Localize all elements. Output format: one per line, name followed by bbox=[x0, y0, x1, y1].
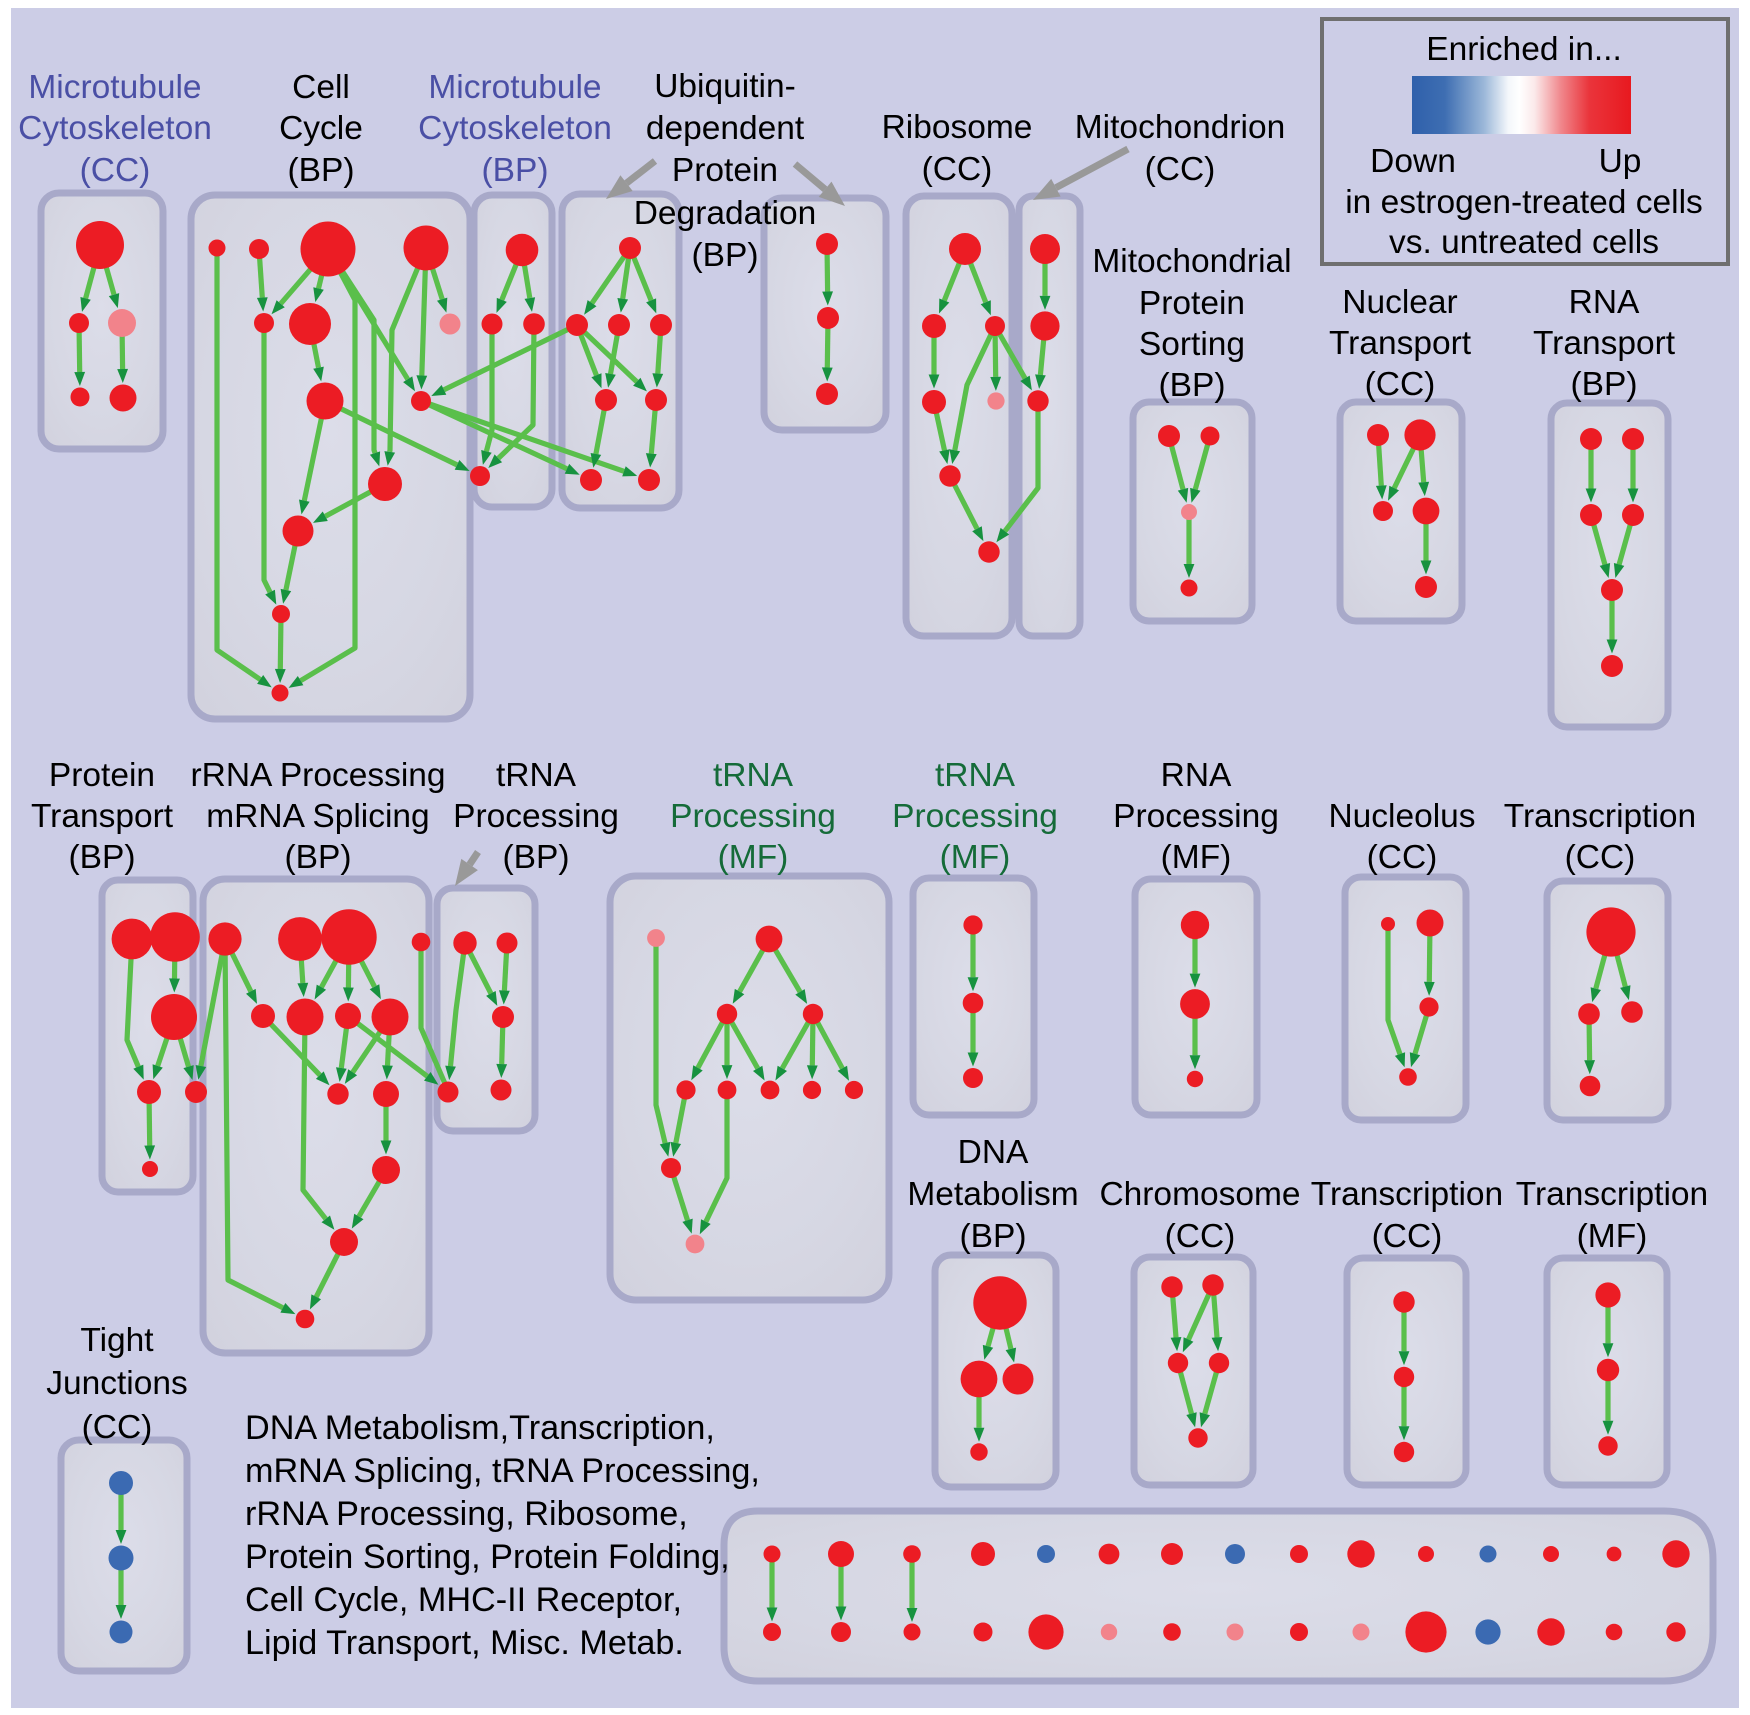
svg-text:Processing: Processing bbox=[1113, 798, 1279, 835]
svg-text:Down: Down bbox=[1370, 143, 1456, 180]
svg-text:Protein: Protein bbox=[672, 152, 778, 189]
svg-text:(CC): (CC) bbox=[80, 152, 151, 189]
svg-text:Nuclear: Nuclear bbox=[1342, 284, 1457, 321]
svg-text:Protein Sorting, Protein Foldi: Protein Sorting, Protein Folding, bbox=[245, 1538, 730, 1576]
svg-text:Transport: Transport bbox=[1329, 325, 1472, 362]
svg-text:Enriched in...: Enriched in... bbox=[1426, 31, 1622, 68]
svg-text:Cell: Cell bbox=[292, 69, 350, 106]
svg-text:Protein: Protein bbox=[49, 757, 155, 794]
svg-text:(CC): (CC) bbox=[1372, 1218, 1443, 1255]
svg-text:tRNA: tRNA bbox=[935, 757, 1016, 794]
svg-text:(BP): (BP) bbox=[503, 839, 570, 876]
svg-text:Processing: Processing bbox=[453, 798, 619, 835]
svg-text:Microtubule: Microtubule bbox=[28, 69, 201, 106]
svg-text:DNA: DNA bbox=[958, 1134, 1029, 1171]
svg-text:rRNA Processing, Ribosome,: rRNA Processing, Ribosome, bbox=[245, 1495, 688, 1533]
svg-text:Junctions: Junctions bbox=[46, 1365, 188, 1402]
svg-text:(CC): (CC) bbox=[82, 1409, 153, 1446]
svg-text:Mitochondrial: Mitochondrial bbox=[1092, 243, 1291, 280]
svg-text:Processing: Processing bbox=[892, 798, 1058, 835]
svg-text:(BP): (BP) bbox=[482, 152, 549, 189]
svg-text:dependent: dependent bbox=[646, 110, 805, 147]
svg-text:Cell Cycle, MHC-II Receptor,: Cell Cycle, MHC-II Receptor, bbox=[245, 1581, 682, 1619]
svg-text:in estrogen-treated cells: in estrogen-treated cells bbox=[1345, 184, 1703, 221]
svg-text:RNA: RNA bbox=[1569, 284, 1640, 321]
svg-text:(BP): (BP) bbox=[285, 839, 352, 876]
svg-text:Mitochondrion: Mitochondrion bbox=[1075, 109, 1285, 146]
svg-text:Tight: Tight bbox=[80, 1322, 154, 1359]
svg-text:Transcription: Transcription bbox=[1504, 798, 1696, 835]
svg-text:(MF): (MF) bbox=[718, 839, 789, 876]
svg-text:mRNA Splicing, tRNA Processing: mRNA Splicing, tRNA Processing, bbox=[245, 1452, 760, 1490]
svg-text:Up: Up bbox=[1599, 143, 1642, 180]
svg-text:Ribosome: Ribosome bbox=[882, 109, 1033, 146]
svg-text:DNA Metabolism,Transcription,: DNA Metabolism,Transcription, bbox=[245, 1409, 715, 1447]
svg-text:Cycle: Cycle bbox=[279, 110, 363, 147]
svg-text:Transcription: Transcription bbox=[1516, 1176, 1708, 1213]
svg-text:RNA: RNA bbox=[1161, 757, 1232, 794]
svg-text:(BP): (BP) bbox=[69, 839, 136, 876]
svg-text:tRNA: tRNA bbox=[713, 757, 794, 794]
svg-text:(MF): (MF) bbox=[1161, 839, 1232, 876]
svg-text:Degradation: Degradation bbox=[634, 195, 817, 232]
svg-text:Metabolism: Metabolism bbox=[907, 1176, 1078, 1213]
svg-text:(BP): (BP) bbox=[288, 152, 355, 189]
svg-text:(CC): (CC) bbox=[1565, 839, 1636, 876]
svg-text:vs. untreated cells: vs. untreated cells bbox=[1389, 224, 1659, 261]
svg-text:(CC): (CC) bbox=[1145, 151, 1216, 188]
svg-text:Processing: Processing bbox=[670, 798, 836, 835]
svg-text:(CC): (CC) bbox=[922, 151, 993, 188]
svg-text:Cytoskeleton: Cytoskeleton bbox=[18, 110, 212, 147]
svg-text:Sorting: Sorting bbox=[1139, 326, 1245, 363]
svg-text:(BP): (BP) bbox=[692, 237, 759, 274]
svg-text:Cytoskeleton: Cytoskeleton bbox=[418, 110, 612, 147]
svg-text:(BP): (BP) bbox=[960, 1218, 1027, 1255]
svg-text:rRNA Processing: rRNA Processing bbox=[190, 757, 445, 794]
svg-text:(BP): (BP) bbox=[1159, 367, 1226, 404]
svg-text:(BP): (BP) bbox=[1571, 366, 1638, 403]
svg-text:Microtubule: Microtubule bbox=[428, 69, 601, 106]
svg-text:(CC): (CC) bbox=[1165, 1218, 1236, 1255]
svg-text:(CC): (CC) bbox=[1367, 839, 1438, 876]
svg-text:mRNA Splicing: mRNA Splicing bbox=[206, 798, 429, 835]
svg-text:(MF): (MF) bbox=[1577, 1218, 1648, 1255]
svg-text:Lipid Transport, Misc. Metab.: Lipid Transport, Misc. Metab. bbox=[245, 1624, 684, 1662]
svg-text:Transport: Transport bbox=[1533, 325, 1676, 362]
svg-text:(MF): (MF) bbox=[940, 839, 1011, 876]
svg-text:tRNA: tRNA bbox=[496, 757, 577, 794]
svg-text:Transport: Transport bbox=[31, 798, 174, 835]
svg-text:Nucleolus: Nucleolus bbox=[1328, 798, 1475, 835]
svg-text:(CC): (CC) bbox=[1365, 366, 1436, 403]
svg-text:Transcription: Transcription bbox=[1311, 1176, 1503, 1213]
svg-text:Chromosome: Chromosome bbox=[1099, 1176, 1300, 1213]
svg-text:Ubiquitin-: Ubiquitin- bbox=[654, 68, 796, 105]
svg-text:Protein: Protein bbox=[1139, 285, 1245, 322]
